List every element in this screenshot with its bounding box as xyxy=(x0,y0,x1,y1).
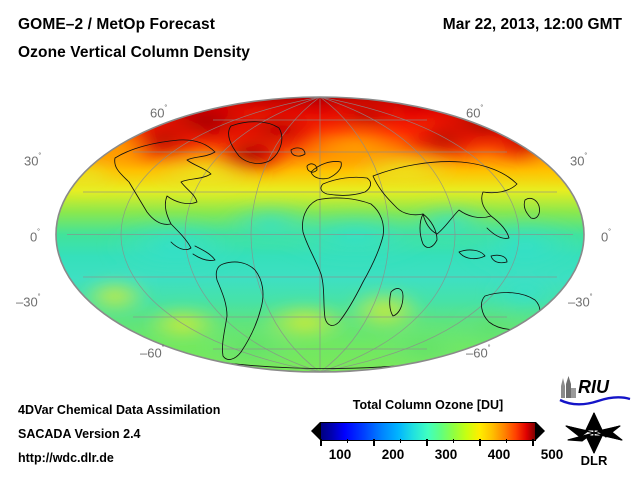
dlr-pinwheel-icon xyxy=(565,412,623,454)
cathedral-icon xyxy=(561,376,576,398)
lat-label-right-30: 30˚ xyxy=(570,152,588,169)
lat-label-left-0: 0˚ xyxy=(30,228,41,245)
riu-logo-text: RIU xyxy=(578,377,610,397)
dlr-logo: DLR xyxy=(565,412,623,468)
footer-line2: SACADA Version 2.4 xyxy=(18,427,141,441)
mollweide-globe xyxy=(55,96,585,373)
lat-label-right-60: 60˚ xyxy=(466,104,484,121)
colorbar xyxy=(311,420,545,444)
colorbar-tick-300: 300 xyxy=(434,447,458,462)
colorbar-tick-500: 500 xyxy=(540,447,564,462)
graticule-parallels xyxy=(67,119,573,350)
colorbar-tick-200: 200 xyxy=(381,447,405,462)
colorbar-extend-min-arrow xyxy=(311,422,320,440)
colorbar-gradient xyxy=(321,423,535,440)
figure-timestamp: Mar 22, 2013, 12:00 GMT xyxy=(442,16,622,33)
ozone-map xyxy=(55,96,585,373)
colorbar-tick-400: 400 xyxy=(487,447,511,462)
dlr-logo-text: DLR xyxy=(581,453,608,468)
colorbar-gradient-frame xyxy=(320,422,536,441)
lat-label-right-minus30: –30˚ xyxy=(568,293,593,310)
lat-label-left-minus30: –30˚ xyxy=(16,293,41,310)
figure-title-line2: Ozone Vertical Column Density xyxy=(18,44,251,61)
lat-label-left-60: 60˚ xyxy=(150,104,168,121)
lat-label-left-30: 30˚ xyxy=(24,152,42,169)
colorbar-ticks xyxy=(320,439,536,446)
riu-logo: RIU xyxy=(559,376,631,406)
colorbar-tick-labels: 100 200 300 400 500 xyxy=(300,447,564,467)
figure-title-line1: GOME–2 / MetOp Forecast xyxy=(18,16,215,33)
footer-line3[interactable]: http://wdc.dlr.de xyxy=(18,451,114,465)
lat-label-left-minus60: –60˚ xyxy=(140,344,165,361)
footer-line1: 4DVar Chemical Data Assimilation xyxy=(18,403,221,417)
riu-wave-icon xyxy=(559,396,631,406)
colorbar-tick-100: 100 xyxy=(328,447,352,462)
lat-label-right-minus60: –60˚ xyxy=(466,344,491,361)
colorbar-extend-max-arrow xyxy=(536,422,545,440)
colorbar-title: Total Column Ozone [DU] xyxy=(352,398,504,412)
globe-outline xyxy=(55,96,585,373)
lat-label-right-0: 0˚ xyxy=(601,228,612,245)
